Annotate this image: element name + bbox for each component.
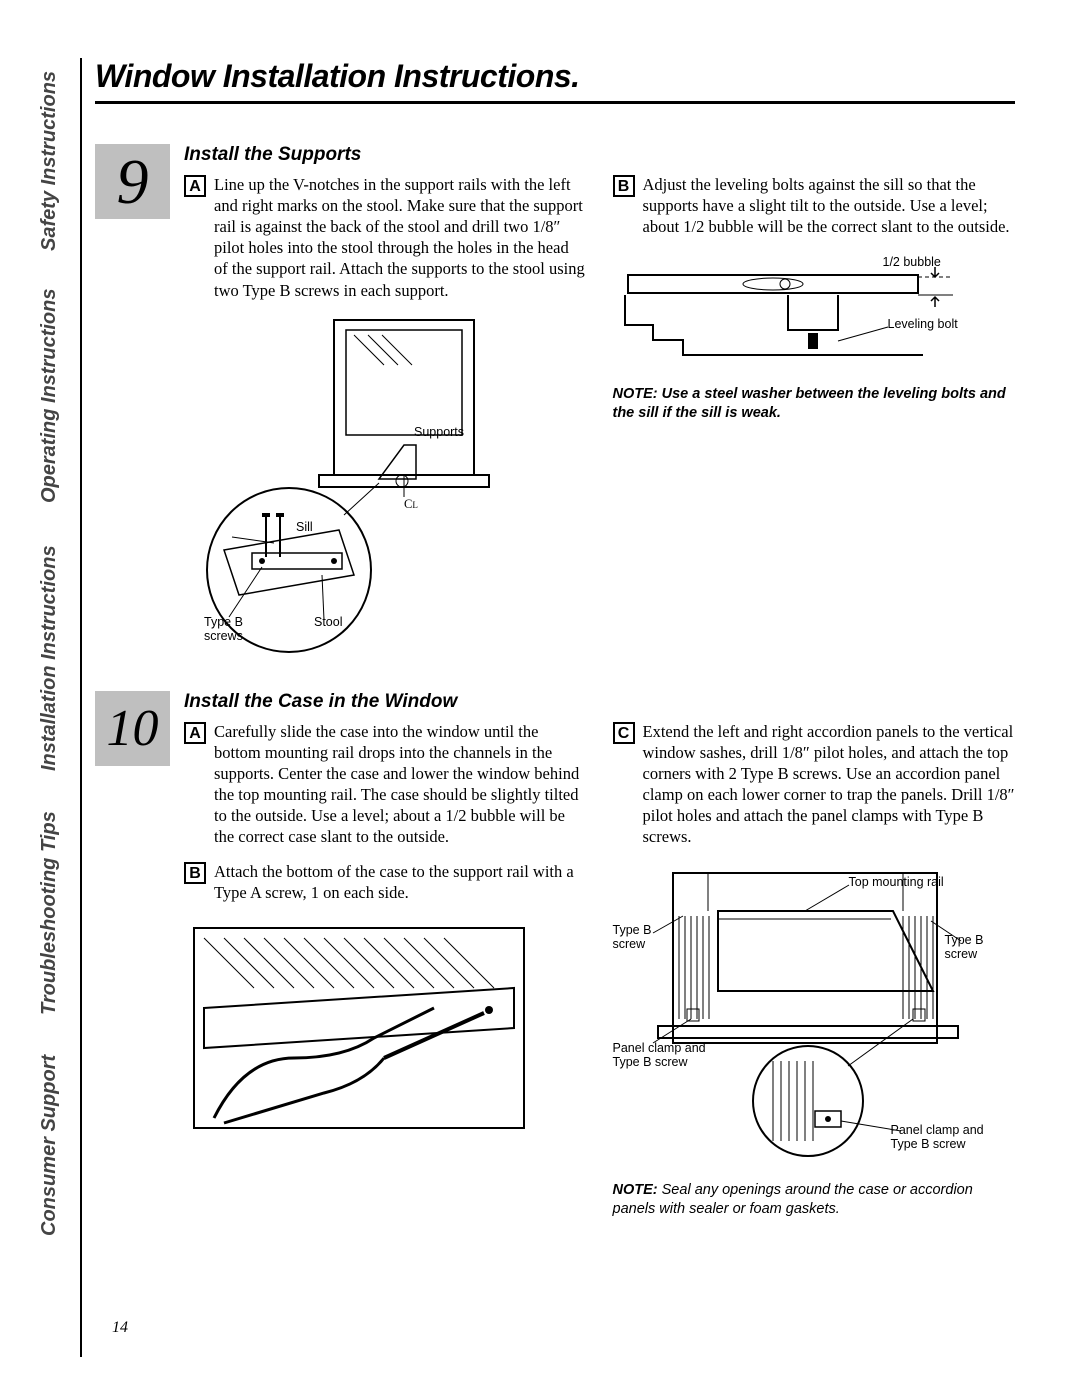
vertical-rule bbox=[80, 58, 82, 1357]
label-bolt: Leveling bolt bbox=[888, 317, 958, 331]
label-toprail: Top mounting rail bbox=[849, 875, 944, 889]
page-number: 14 bbox=[112, 1319, 128, 1337]
letter-b: B bbox=[184, 862, 206, 884]
label-stool: Stool bbox=[314, 615, 343, 629]
fig-10c: Top mounting rail Type B screw Type B sc… bbox=[613, 861, 1016, 1171]
label-clamp-r: Panel clamp and Type B screw bbox=[891, 1123, 984, 1151]
step9-b: B Adjust the leveling bolts against the … bbox=[613, 174, 1016, 237]
letter-a: A bbox=[184, 175, 206, 197]
label-sill: Sill bbox=[296, 520, 313, 534]
label-screws: Type B screws bbox=[204, 615, 243, 643]
label-screw-l: Type B screw bbox=[613, 923, 652, 951]
step-title: Install the Case in the Window bbox=[184, 691, 1015, 713]
letter-c: C bbox=[613, 722, 635, 744]
step10-b-text: Attach the bottom of the case to the sup… bbox=[214, 861, 587, 903]
fig-9a: Supports CL Sill Stool Type B screws bbox=[184, 315, 587, 655]
sidebar-tabs: Safety Instructions Operating Instructio… bbox=[38, 58, 66, 1357]
step10-a-text: Carefully slide the case into the window… bbox=[214, 721, 587, 848]
step-9: 9 Install the Supports A Line up the V-n… bbox=[95, 144, 1015, 655]
step9-b-text: Adjust the leveling bolts against the si… bbox=[643, 174, 1016, 237]
tab-safety: Safety Instructions bbox=[38, 58, 66, 263]
step10-c-text: Extend the left and right accordion pane… bbox=[643, 721, 1016, 848]
fig-10b bbox=[184, 918, 587, 1148]
step10-a: A Carefully slide the case into the wind… bbox=[184, 721, 587, 848]
page-title: Window Installation Instructions. bbox=[95, 58, 1015, 95]
step-number: 10 bbox=[95, 691, 170, 766]
tab-consumer: Consumer Support bbox=[38, 1038, 66, 1253]
label-supports: Supports bbox=[414, 425, 464, 439]
page-content: Window Installation Instructions. 9 Inst… bbox=[95, 58, 1015, 1255]
letter-a: A bbox=[184, 722, 206, 744]
step-10: 10 Install the Case in the Window A Care… bbox=[95, 691, 1015, 1219]
fig-9b: 1/2 bubble Leveling bolt bbox=[613, 255, 1016, 375]
tab-operating: Operating Instructions bbox=[38, 273, 66, 518]
tab-troubleshooting: Troubleshooting Tips bbox=[38, 798, 66, 1028]
step-title: Install the Supports bbox=[184, 144, 1015, 166]
step10-note: NOTE: Seal any openings around the case … bbox=[613, 1181, 1016, 1219]
step10-b: B Attach the bottom of the case to the s… bbox=[184, 861, 587, 903]
title-rule bbox=[95, 101, 1015, 104]
label-cl: CL bbox=[404, 497, 418, 512]
step9-a-text: Line up the V-notches in the support rai… bbox=[214, 174, 587, 301]
label-clamp-l: Panel clamp and Type B screw bbox=[613, 1041, 706, 1069]
step10-c: C Extend the left and right accordion pa… bbox=[613, 721, 1016, 848]
label-bubble: 1/2 bubble bbox=[883, 255, 941, 269]
letter-b: B bbox=[613, 175, 635, 197]
tab-installation: Installation Instructions bbox=[38, 528, 66, 788]
step9-a: A Line up the V-notches in the support r… bbox=[184, 174, 587, 301]
step9-note: NOTE: Use a steel washer between the lev… bbox=[613, 385, 1016, 423]
step-number: 9 bbox=[95, 144, 170, 219]
label-screw-r: Type B screw bbox=[945, 933, 984, 961]
